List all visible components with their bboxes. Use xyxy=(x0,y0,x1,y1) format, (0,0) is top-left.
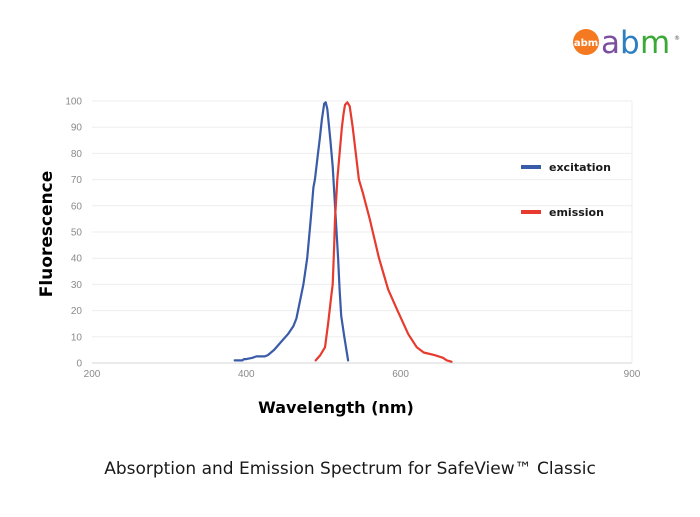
logo-badge xyxy=(573,29,599,55)
y-tick-label: 30 xyxy=(71,280,83,291)
y-tick-label: 60 xyxy=(71,201,83,212)
logo-letter-m: m xyxy=(640,25,670,60)
legend-label-excitation: excitation xyxy=(549,161,611,174)
x-axis-ticks: 200 400 600 900 xyxy=(84,369,641,380)
abm-logo: abm a b m ® xyxy=(573,25,680,60)
x-axis-title: Wavelength (nm) xyxy=(258,398,414,417)
y-tick-label: 70 xyxy=(71,175,83,186)
spectrum-chart: 0 10 20 30 40 50 60 70 80 90 100 200 400 600 900 exci… xyxy=(37,97,641,418)
logo-registered-mark: ® xyxy=(674,35,680,42)
figure-caption: Absorption and Emission Spectrum for Saf… xyxy=(104,459,596,479)
y-tick-label: 50 xyxy=(71,228,83,239)
logo-badge-text: abm xyxy=(574,38,598,49)
chart-grid xyxy=(92,100,633,364)
logo-letter-a: a xyxy=(601,25,620,60)
y-tick-label: 10 xyxy=(71,332,83,343)
y-axis-title: Fluorescence xyxy=(37,171,57,298)
series-line-emission xyxy=(314,101,453,363)
chart-legend: excitation emission xyxy=(521,161,611,219)
chart-series xyxy=(233,101,453,363)
x-tick-label: 400 xyxy=(238,369,255,380)
y-tick-label: 0 xyxy=(76,359,82,370)
x-tick-label: 200 xyxy=(84,369,101,380)
y-tick-label: 100 xyxy=(65,97,82,108)
y-tick-label: 80 xyxy=(71,149,83,160)
series-line-excitation xyxy=(233,101,350,362)
y-axis-ticks: 0 10 20 30 40 50 60 70 80 90 100 xyxy=(65,97,82,370)
y-tick-label: 90 xyxy=(71,123,83,134)
y-tick-label: 20 xyxy=(71,306,83,317)
y-tick-label: 40 xyxy=(71,254,83,265)
legend-label-emission: emission xyxy=(549,206,604,219)
x-tick-label: 900 xyxy=(624,369,641,380)
logo-letter-b: b xyxy=(620,25,640,60)
x-tick-label: 600 xyxy=(392,369,409,380)
